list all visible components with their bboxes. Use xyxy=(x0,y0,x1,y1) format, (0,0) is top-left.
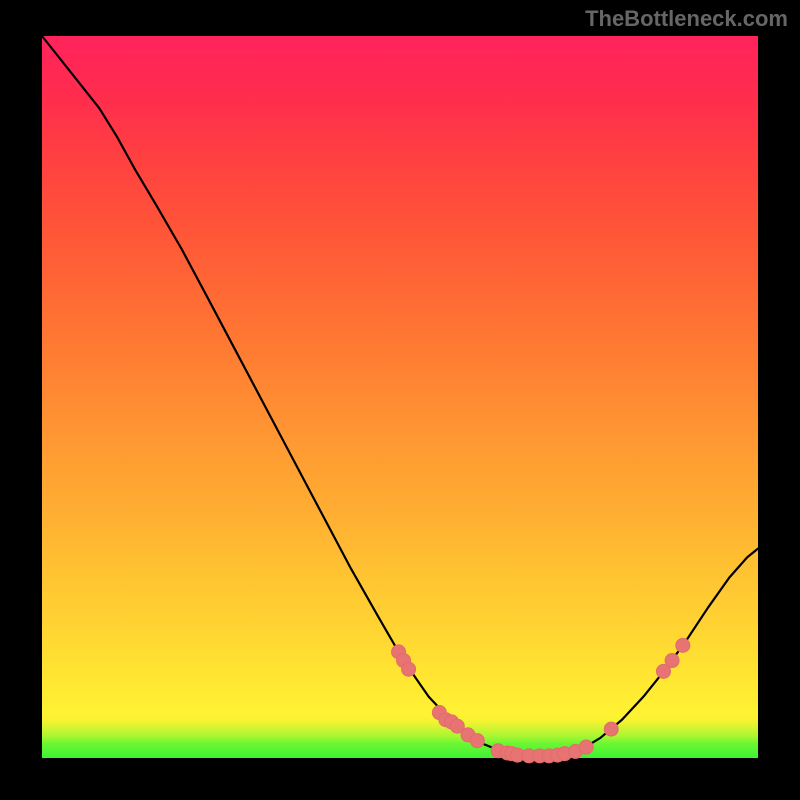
chart-svg xyxy=(0,0,800,800)
data-marker xyxy=(676,638,690,652)
marker-group xyxy=(392,638,690,762)
data-marker xyxy=(604,722,618,736)
attribution-label: TheBottleneck.com xyxy=(585,6,788,32)
data-marker xyxy=(470,734,484,748)
data-marker xyxy=(579,740,593,754)
chart-container: TheBottleneck.com xyxy=(0,0,800,800)
data-marker xyxy=(665,654,679,668)
data-marker xyxy=(402,662,416,676)
